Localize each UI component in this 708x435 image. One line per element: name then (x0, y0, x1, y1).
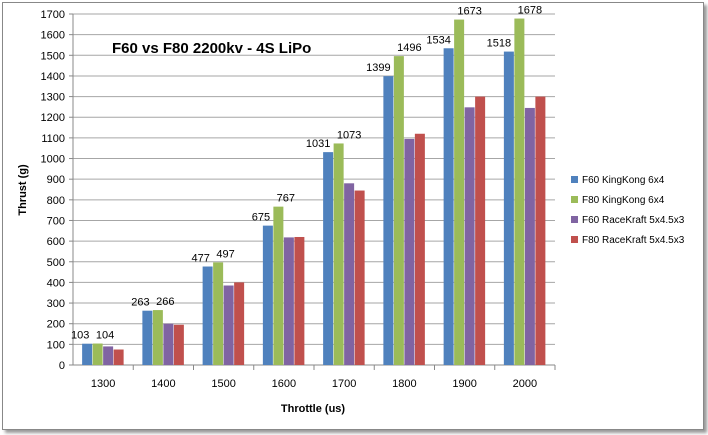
x-tick-label: 2000 (513, 378, 537, 390)
y-tick-label: 500 (47, 257, 65, 269)
y-tick-label: 0 (59, 360, 65, 372)
bar-f80-kingkong-6x4 (514, 18, 525, 365)
legend-swatch (571, 176, 578, 183)
bar-f60-racekraft-5x4-5x3 (103, 346, 114, 365)
x-axis-title: Throttle (us) (281, 403, 345, 415)
bar-f60-kingkong-6x4 (142, 310, 153, 365)
bar-f60-racekraft-5x4-5x3 (344, 183, 355, 365)
data-label: 263 (131, 297, 149, 309)
y-tick-label: 600 (47, 236, 65, 248)
data-label: 675 (252, 212, 270, 224)
x-tick-label: 1900 (452, 378, 476, 390)
bar-f60-kingkong-6x4 (503, 51, 514, 366)
data-label: 1031 (306, 138, 330, 150)
bar-f60-racekraft-5x4-5x3 (404, 138, 415, 365)
y-tick-label: 1000 (41, 154, 65, 166)
bar-f60-kingkong-6x4 (202, 266, 213, 365)
x-tick-label: 1700 (332, 378, 356, 390)
legend-swatch (571, 196, 578, 203)
x-tick-label: 1300 (91, 378, 115, 390)
bar-f80-racekraft-5x4-5x3 (535, 96, 546, 366)
y-tick-label: 200 (47, 319, 65, 331)
bar-f80-kingkong-6x4 (152, 310, 163, 365)
data-label: 1678 (518, 5, 542, 17)
y-tick-label: 1500 (41, 50, 65, 62)
bar-f80-racekraft-5x4-5x3 (113, 349, 124, 365)
y-tick-label: 1100 (41, 133, 65, 145)
bar-f60-racekraft-5x4-5x3 (223, 285, 234, 365)
legend-entry: F80 RaceKraft 5x4.5x3 (582, 235, 685, 246)
bar-f80-kingkong-6x4 (273, 206, 284, 365)
bar-f80-kingkong-6x4 (213, 262, 224, 365)
x-tick-label: 1600 (272, 378, 296, 390)
bar-f60-kingkong-6x4 (443, 48, 454, 366)
bar-f60-kingkong-6x4 (383, 76, 394, 365)
legend-entry: F60 RaceKraft 5x4.5x3 (582, 215, 685, 226)
legend-swatch (571, 216, 578, 223)
bar-f80-racekraft-5x4-5x3 (354, 190, 365, 365)
y-tick-label: 300 (47, 298, 65, 310)
bar-f60-racekraft-5x4-5x3 (464, 107, 475, 365)
data-label: 1673 (457, 6, 481, 18)
y-tick-label: 700 (47, 215, 65, 227)
bar-f60-kingkong-6x4 (262, 225, 273, 365)
bar-f60-kingkong-6x4 (323, 152, 334, 365)
x-tick-label: 1500 (211, 378, 235, 390)
bar-f80-kingkong-6x4 (454, 19, 465, 365)
data-label: 1518 (487, 38, 511, 50)
data-label: 1073 (337, 129, 361, 141)
bar-f80-kingkong-6x4 (333, 143, 344, 365)
x-tick-label: 1800 (392, 378, 416, 390)
y-tick-label: 1200 (41, 112, 65, 124)
y-tick-label: 800 (47, 195, 65, 207)
bar-f80-racekraft-5x4-5x3 (173, 324, 184, 365)
legend-swatch (571, 236, 578, 243)
bar-f60-kingkong-6x4 (82, 343, 93, 365)
y-tick-label: 1600 (41, 30, 65, 42)
legend-entry: F60 KingKong 6x4 (582, 175, 665, 186)
bar-f80-kingkong-6x4 (393, 56, 404, 366)
x-tick-label: 1400 (151, 378, 175, 390)
bar-f60-racekraft-5x4-5x3 (283, 237, 294, 365)
bar-f80-kingkong-6x4 (92, 343, 103, 365)
bar-f80-racekraft-5x4-5x3 (234, 282, 245, 365)
data-label: 266 (156, 296, 174, 308)
bar-f60-racekraft-5x4-5x3 (524, 107, 535, 365)
y-tick-label: 900 (47, 174, 65, 186)
bar-f60-racekraft-5x4-5x3 (163, 323, 174, 365)
bar-f80-racekraft-5x4-5x3 (414, 133, 425, 365)
data-label: 1496 (397, 42, 421, 54)
y-tick-label: 400 (47, 277, 65, 289)
data-label: 497 (216, 248, 234, 260)
data-label: 1399 (366, 62, 390, 74)
y-tick-label: 100 (47, 339, 65, 351)
data-label: 104 (96, 330, 114, 342)
y-axis-title: Thrust (g) (17, 164, 29, 216)
legend-entry: F80 KingKong 6x4 (582, 195, 665, 206)
chart-title: F60 vs F80 2200kv - 4S LiPo (112, 40, 311, 57)
data-label: 1534 (426, 34, 450, 46)
bar-f80-racekraft-5x4-5x3 (475, 96, 486, 366)
data-label: 767 (277, 193, 295, 205)
y-tick-label: 1700 (41, 9, 65, 21)
y-tick-label: 1400 (41, 71, 65, 83)
data-label: 477 (192, 253, 210, 265)
y-tick-label: 1300 (41, 92, 65, 104)
data-label: 103 (71, 330, 89, 342)
bar-f80-racekraft-5x4-5x3 (294, 236, 305, 365)
